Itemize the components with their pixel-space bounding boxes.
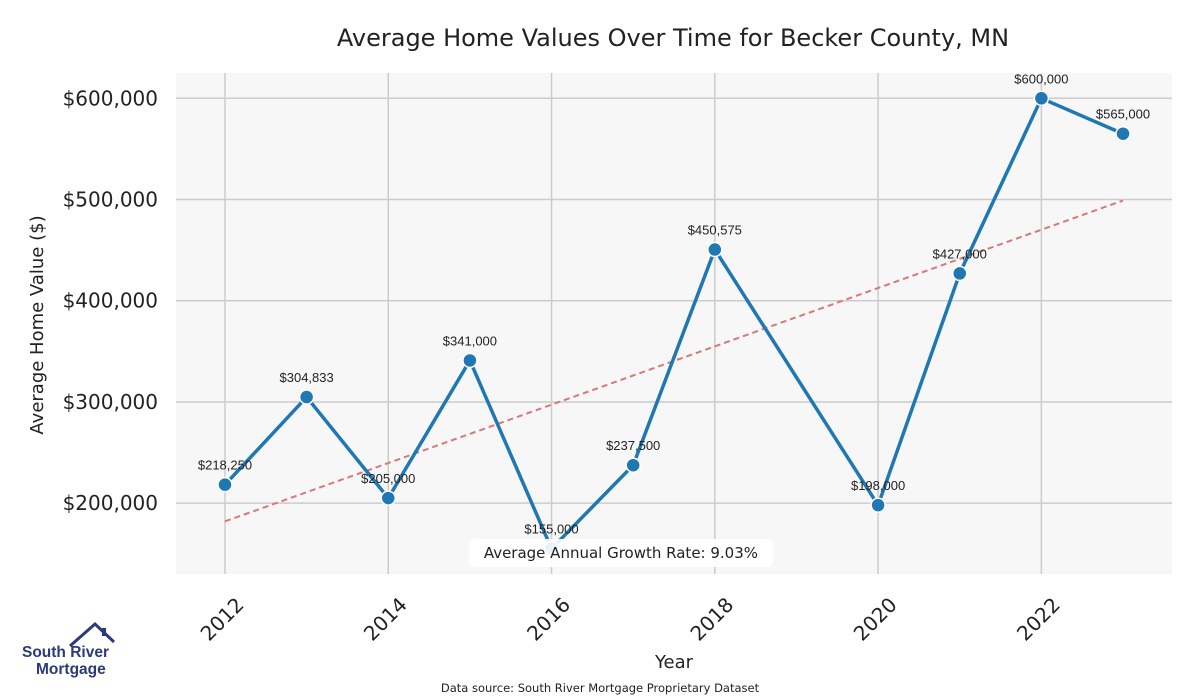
trend-line bbox=[224, 199, 1124, 523]
data-labels: $218,250 $304,833 $205,000 $341,000 $155,000… bbox=[198, 71, 1150, 536]
x-tick-label: 2012 bbox=[196, 593, 249, 646]
growth-rate-text: Average Annual Growth Rate: 9.03% bbox=[484, 544, 758, 562]
data-point bbox=[1033, 90, 1050, 107]
data-label: $304,833 bbox=[280, 370, 334, 385]
y-axis-ticks: $200,000 $300,000 $400,000 $500,000 $600,000 bbox=[63, 86, 158, 515]
house-roof-icon bbox=[69, 621, 116, 648]
south-river-mortgage-logo: South River Mortgage bbox=[22, 620, 117, 682]
y-tick-label: $600,000 bbox=[63, 86, 158, 110]
data-label: $565,000 bbox=[1096, 107, 1150, 122]
x-tick-label: 2018 bbox=[685, 593, 738, 646]
plot-area bbox=[176, 73, 1172, 574]
data-point bbox=[951, 265, 968, 282]
data-point bbox=[298, 389, 315, 405]
data-point bbox=[380, 490, 397, 506]
chart-title: Average Home Values Over Time for Becker… bbox=[337, 24, 1009, 52]
grid-lines bbox=[176, 73, 1172, 574]
x-tick-label: 2020 bbox=[849, 593, 902, 646]
y-tick-label: $300,000 bbox=[63, 390, 158, 414]
data-label: $341,000 bbox=[443, 333, 497, 348]
data-label: $198,000 bbox=[851, 478, 905, 493]
data-label: $427,000 bbox=[933, 246, 987, 261]
data-label: $218,250 bbox=[198, 458, 252, 473]
data-point bbox=[707, 241, 723, 258]
data-point bbox=[625, 457, 641, 473]
logo-line1: South River bbox=[22, 644, 109, 661]
x-axis-label: Year bbox=[654, 652, 694, 673]
data-label: $237,500 bbox=[606, 438, 660, 453]
data-source-note: Data source: South River Mortgage Propri… bbox=[440, 681, 760, 695]
data-label: $155,000 bbox=[524, 522, 578, 537]
data-point bbox=[217, 476, 233, 493]
x-tick-label: 2016 bbox=[522, 593, 575, 646]
x-axis-ticks: 2012 2014 2016 2018 2020 2022 bbox=[196, 593, 1065, 646]
data-label: $205,000 bbox=[361, 471, 415, 486]
y-tick-label: $200,000 bbox=[63, 491, 158, 515]
y-axis-label: Average Home Value ($) bbox=[27, 215, 48, 434]
y-tick-label: $400,000 bbox=[63, 289, 158, 313]
data-point bbox=[462, 352, 478, 369]
y-tick-label: $500,000 bbox=[63, 188, 158, 212]
data-label: $450,575 bbox=[688, 223, 742, 238]
data-point bbox=[1115, 125, 1131, 142]
data-point bbox=[870, 497, 886, 513]
growth-rate-annotation: Average Annual Growth Rate: 9.03% bbox=[468, 539, 773, 567]
data-label: $600,000 bbox=[1014, 71, 1068, 86]
x-tick-label: 2022 bbox=[1012, 593, 1065, 646]
x-tick-label: 2014 bbox=[359, 593, 412, 646]
logo-line2: Mortgage bbox=[36, 661, 106, 678]
